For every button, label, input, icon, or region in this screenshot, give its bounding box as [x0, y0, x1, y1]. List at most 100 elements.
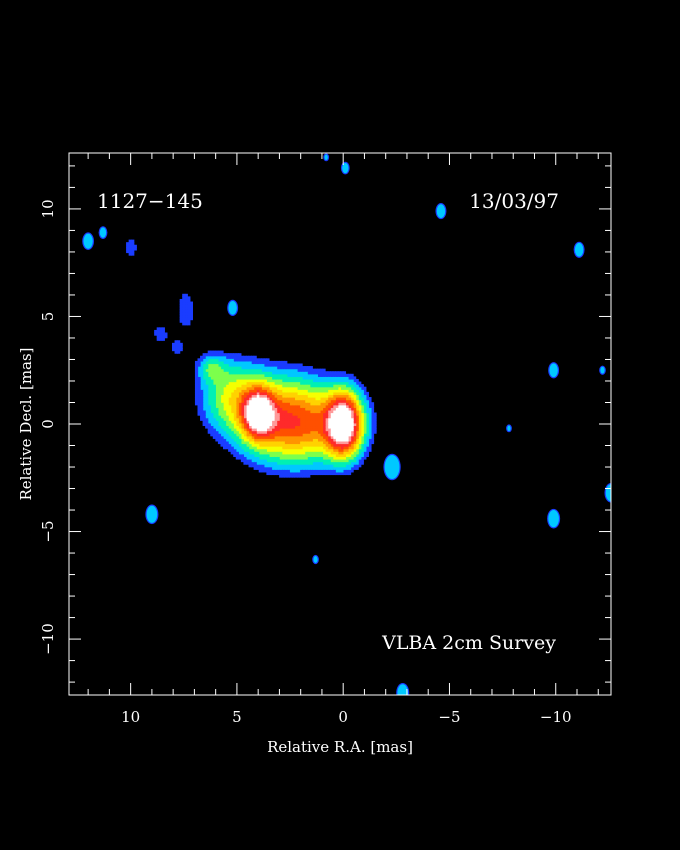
intensity-pixel [235, 368, 239, 372]
intensity-pixel [340, 381, 344, 385]
intensity-pixel [245, 451, 250, 455]
noise-spot [228, 300, 237, 315]
intensity-pixel [271, 451, 275, 455]
intensity-pixel [358, 428, 362, 432]
intensity-pixel [225, 391, 229, 396]
intensity-pixel [266, 438, 270, 442]
intensity-pixel [355, 391, 359, 396]
intensity-pixel [365, 453, 369, 457]
intensity-pixel [317, 435, 321, 439]
intensity-pixel [294, 402, 298, 406]
intensity-pixel [337, 371, 341, 375]
intensity-pixel [235, 381, 239, 385]
intensity-pixel [304, 435, 308, 439]
intensity-pixel [268, 417, 273, 421]
intensity-pixel [342, 448, 347, 452]
intensity-pixel [217, 391, 222, 396]
intensity-pixel [309, 371, 313, 375]
intensity-pixel [253, 443, 257, 447]
intensity-pixel [266, 435, 270, 439]
intensity-pixel [296, 417, 301, 421]
intensity-pixel [319, 446, 324, 450]
intensity-pixel [274, 430, 278, 434]
intensity-pixel [276, 409, 280, 414]
intensity-pixel [225, 399, 229, 403]
intensity-pixel [184, 293, 188, 297]
intensity-pixel [217, 384, 222, 388]
intensity-pixel [299, 443, 303, 447]
intensity-pixel [202, 404, 206, 408]
intensity-pixel [256, 391, 260, 396]
intensity-pixel [220, 384, 224, 388]
noise-spot [99, 227, 107, 238]
intensity-pixel [248, 453, 252, 457]
intensity-pixel [245, 384, 250, 388]
intensity-pixel [194, 399, 199, 403]
intensity-pixel [325, 381, 329, 385]
intensity-pixel [274, 373, 278, 377]
intensity-pixel [251, 430, 255, 434]
intensity-pixel [243, 425, 247, 429]
intensity-pixel [212, 350, 216, 354]
intensity-pixel [202, 399, 206, 403]
intensity-pixel [251, 412, 255, 416]
noise-spot [507, 425, 511, 432]
intensity-pixel [220, 428, 224, 432]
intensity-pixel [360, 386, 364, 390]
intensity-pixel [212, 358, 216, 362]
intensity-pixel [302, 456, 306, 460]
intensity-pixel [307, 430, 311, 434]
intensity-pixel [360, 391, 364, 396]
observation-date-label: 13/03/97 [469, 189, 559, 213]
intensity-pixel [330, 425, 334, 429]
intensity-pixel [358, 407, 362, 411]
intensity-pixel [294, 381, 298, 385]
intensity-pixel [263, 381, 267, 385]
intensity-pixel [197, 368, 201, 372]
intensity-pixel [240, 453, 245, 457]
intensity-pixel [253, 448, 257, 452]
intensity-pixel [299, 461, 303, 465]
y-tick-label: 10 [39, 199, 57, 218]
intensity-pixel [322, 394, 326, 398]
intensity-pixel [126, 242, 130, 246]
noise-spot [436, 204, 446, 218]
intensity-pixel [360, 433, 364, 437]
intensity-pixel [294, 464, 298, 468]
intensity-pixel [156, 327, 160, 331]
intensity-pixel [258, 407, 262, 411]
intensity-pixel [309, 402, 313, 406]
intensity-pixel [289, 363, 293, 367]
intensity-pixel [309, 448, 313, 452]
intensity-pixel [159, 337, 163, 341]
intensity-pixel [307, 471, 311, 476]
intensity-pixel [299, 451, 303, 455]
intensity-pixel [289, 397, 293, 401]
intensity-pixel [240, 412, 245, 416]
intensity-pixel [207, 366, 211, 370]
intensity-pixel [274, 451, 278, 455]
intensity-pixel [235, 386, 239, 390]
intensity-pixel [161, 327, 165, 331]
intensity-pixel [284, 474, 288, 478]
intensity-pixel [223, 420, 227, 424]
intensity-pixel [238, 381, 242, 385]
intensity-pixel [279, 438, 283, 442]
intensity-pixel [263, 407, 267, 411]
intensity-pixel [268, 448, 273, 452]
intensity-pixel [268, 430, 273, 434]
intensity-pixel [223, 373, 227, 377]
intensity-pixel [312, 438, 316, 442]
noise-spot [146, 505, 158, 523]
intensity-pixel [243, 461, 247, 465]
intensity-pixel [177, 340, 181, 344]
intensity-pixel [235, 360, 239, 365]
intensity-pixel [289, 456, 293, 460]
intensity-pixel [271, 428, 275, 432]
intensity-pixel [200, 384, 204, 388]
intensity-pixel [309, 469, 313, 473]
intensity-pixel [245, 386, 250, 390]
intensity-pixel [202, 360, 206, 365]
intensity-pixel [309, 391, 313, 396]
intensity-pixel [258, 446, 262, 450]
